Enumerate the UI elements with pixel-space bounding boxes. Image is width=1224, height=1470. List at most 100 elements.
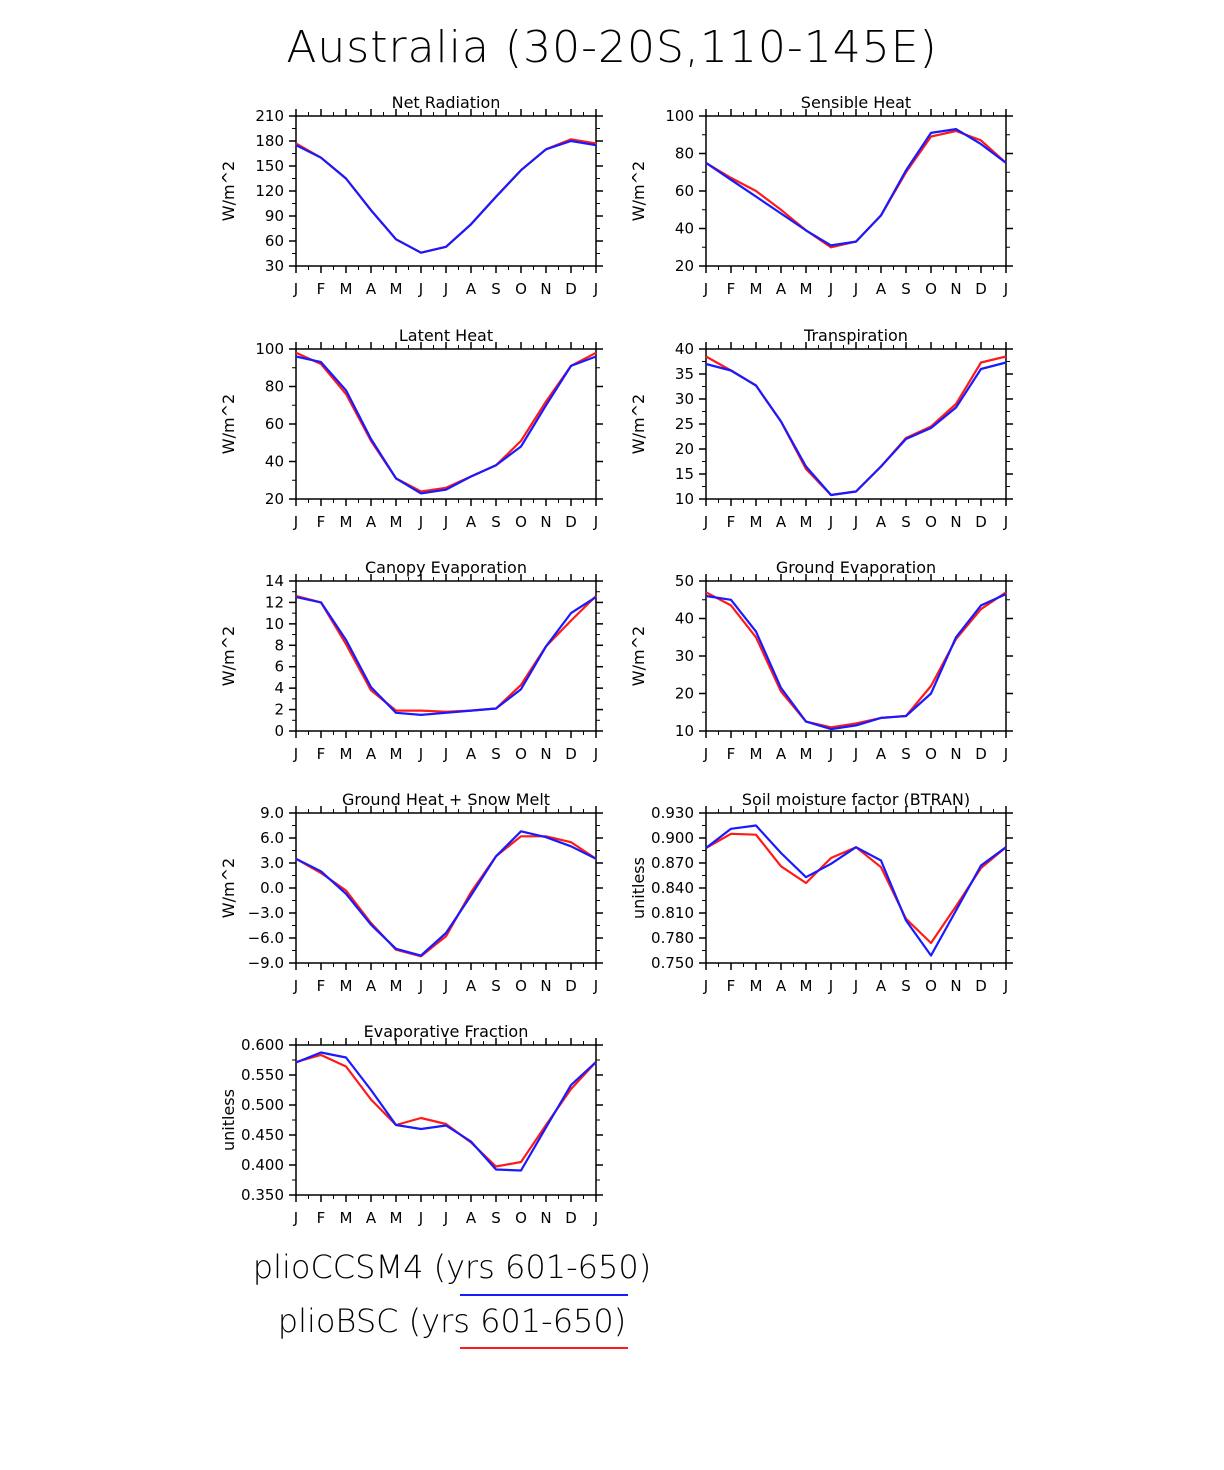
x-tick-label: M: [390, 977, 403, 995]
x-tick-label: A: [366, 977, 377, 995]
x-tick-label: M: [390, 513, 403, 531]
x-tick-label: F: [317, 745, 326, 763]
y-tick-label: 60: [265, 415, 284, 433]
y-tick-label: 25: [675, 415, 694, 433]
y-tick-label: 0.0: [260, 879, 284, 897]
figure-title: Australia (30-20S,110-145E): [286, 22, 938, 73]
series-line: [705, 824, 1007, 957]
y-tick-label: 0.840: [651, 879, 694, 897]
x-tick-label: M: [800, 513, 813, 531]
x-tick-label: N: [950, 745, 961, 763]
panel-title: Latent Heat: [399, 326, 493, 345]
x-tick-label: A: [366, 745, 377, 763]
x-tick-label: M: [340, 977, 353, 995]
y-tick-label: 50: [675, 572, 694, 590]
x-tick-label: A: [466, 745, 477, 763]
x-tick-label: S: [491, 977, 501, 995]
x-tick-label: S: [491, 280, 501, 298]
x-tick-label: M: [750, 745, 763, 763]
y-tick-label: 20: [675, 257, 694, 275]
series-line: [295, 1051, 597, 1172]
x-tick-label: A: [876, 745, 887, 763]
y-axis-label: unitless: [219, 1089, 238, 1151]
y-tick-label: 0.450: [241, 1126, 284, 1144]
x-tick-label: N: [950, 280, 961, 298]
y-tick-label: 2: [274, 701, 284, 719]
plot-frame: [705, 580, 1007, 732]
y-tick-label: 80: [675, 145, 694, 163]
series-line: [295, 835, 597, 958]
x-tick-label: D: [565, 745, 577, 763]
x-tick-label: N: [950, 977, 961, 995]
x-tick-label: D: [975, 513, 987, 531]
y-tick-label: 8: [274, 636, 284, 654]
x-tick-label: S: [491, 513, 501, 531]
y-tick-label: 120: [255, 182, 284, 200]
x-tick-label: J: [593, 745, 598, 763]
x-tick-label: F: [317, 1209, 326, 1227]
x-tick-label: M: [390, 1209, 403, 1227]
y-tick-label: 150: [255, 157, 284, 175]
y-tick-label: 80: [265, 378, 284, 396]
legend-label-pliobsc: plioBSC (yrs 601-650): [277, 1302, 627, 1340]
series-line: [705, 832, 1007, 945]
x-tick-label: J: [418, 513, 423, 531]
series-line: [295, 1053, 597, 1168]
x-tick-label: M: [800, 977, 813, 995]
x-tick-label: S: [491, 745, 501, 763]
y-tick-label: 9.0: [260, 804, 284, 822]
series-line: [295, 351, 597, 493]
x-tick-label: A: [776, 977, 787, 995]
x-tick-label: M: [800, 280, 813, 298]
x-tick-label: D: [975, 280, 987, 298]
y-tick-label: 4: [274, 679, 284, 697]
series-line: [295, 355, 597, 495]
y-tick-label: 210: [255, 107, 284, 125]
x-tick-label: N: [540, 977, 551, 995]
x-tick-label: O: [925, 280, 937, 298]
x-tick-label: J: [443, 280, 448, 298]
y-tick-label: 60: [265, 232, 284, 250]
x-tick-label: J: [703, 745, 708, 763]
x-tick-label: J: [1003, 280, 1008, 298]
x-tick-label: J: [828, 280, 833, 298]
y-tick-label: 6: [274, 658, 284, 676]
x-tick-label: J: [443, 513, 448, 531]
series-line: [705, 129, 1007, 249]
x-tick-label: D: [975, 977, 987, 995]
x-tick-label: N: [950, 513, 961, 531]
y-axis-label: W/m^2: [219, 161, 238, 221]
x-tick-label: S: [491, 1209, 501, 1227]
y-tick-label: 3.0: [260, 854, 284, 872]
x-tick-label: A: [466, 977, 477, 995]
x-tick-label: M: [750, 977, 763, 995]
x-tick-label: A: [366, 1209, 377, 1227]
x-tick-label: S: [901, 745, 911, 763]
x-tick-label: F: [317, 977, 326, 995]
x-tick-label: O: [515, 1209, 527, 1227]
panel-title: Transpiration: [803, 326, 908, 345]
x-tick-label: J: [703, 280, 708, 298]
x-tick-label: M: [800, 745, 813, 763]
y-tick-label: 0.930: [651, 804, 694, 822]
x-tick-label: J: [293, 977, 298, 995]
x-tick-label: F: [317, 513, 326, 531]
x-tick-label: J: [828, 513, 833, 531]
y-tick-label: 0.900: [651, 829, 694, 847]
x-tick-label: F: [727, 977, 736, 995]
y-tick-label: 40: [265, 453, 284, 471]
x-tick-label: J: [828, 745, 833, 763]
x-tick-label: J: [418, 745, 423, 763]
y-tick-label: 0.750: [651, 954, 694, 972]
x-tick-label: M: [390, 745, 403, 763]
y-tick-label: 180: [255, 132, 284, 150]
plot-frame: [705, 348, 1007, 500]
x-tick-label: J: [418, 1209, 423, 1227]
y-tick-label: 30: [265, 257, 284, 275]
y-tick-label: 40: [675, 220, 694, 238]
x-tick-label: M: [340, 745, 353, 763]
series-line: [705, 591, 1007, 729]
x-tick-label: A: [466, 1209, 477, 1227]
x-tick-label: J: [293, 513, 298, 531]
y-tick-label: 0.870: [651, 854, 694, 872]
